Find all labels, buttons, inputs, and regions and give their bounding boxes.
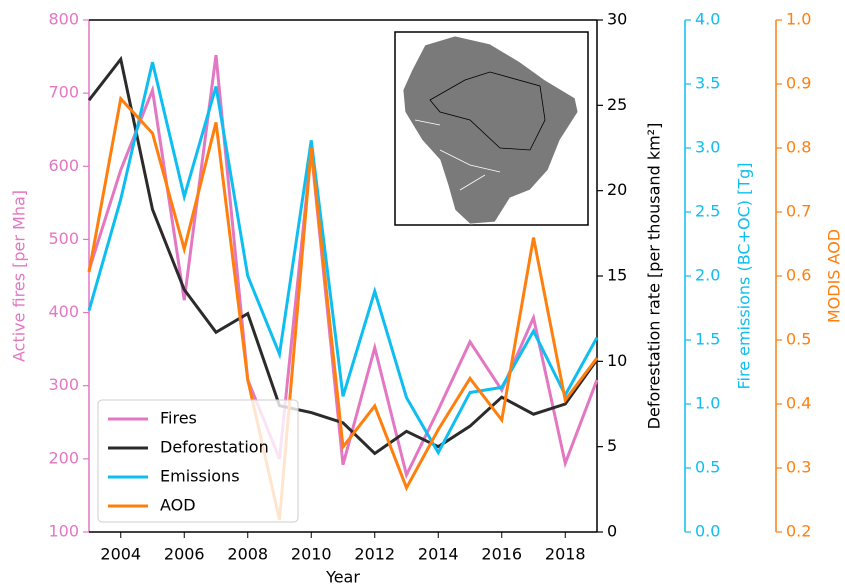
y-tick-label: 100 — [48, 522, 79, 541]
y-tick-label: 500 — [48, 229, 79, 248]
y-tick-label: 3.0 — [695, 138, 720, 157]
y-tick-label: 800 — [48, 10, 79, 29]
y-tick-label: 400 — [48, 302, 79, 321]
y-tick-label: 3.5 — [695, 74, 720, 93]
x-tick-label: 2004 — [100, 545, 141, 564]
y-tick-label: 1.0 — [786, 10, 811, 29]
series-line — [87, 95, 599, 521]
x-tick-label: 2016 — [481, 545, 522, 564]
y-tick-label: 300 — [48, 375, 79, 394]
y-tick-label: 0 — [607, 522, 617, 541]
y-tick-label: 600 — [48, 156, 79, 175]
y-tick-label: 30 — [607, 10, 627, 29]
x-tick-label: 2010 — [291, 545, 332, 564]
y-tick-label: 20 — [607, 180, 627, 199]
y-tick-label: 0.8 — [786, 138, 811, 157]
y-tick-label: 2.0 — [695, 266, 720, 285]
legend-label: AOD — [160, 496, 196, 515]
y-tick-label: 0.3 — [786, 458, 811, 477]
series-line — [87, 61, 599, 456]
y-tick-label: 2.5 — [695, 202, 720, 221]
y-tick-label: 0.5 — [695, 458, 720, 477]
axis-label: Active fires [per Mha] — [10, 190, 29, 362]
legend-label: Fires — [160, 409, 197, 428]
series-line — [87, 55, 599, 456]
x-tick-label: 2018 — [545, 545, 586, 564]
y-tick-label: 1.5 — [695, 330, 720, 349]
y-tick-label: 200 — [48, 448, 79, 467]
y-tick-label: 1.0 — [695, 394, 720, 413]
map-inset — [394, 31, 589, 226]
y-tick-label: 0.2 — [786, 522, 811, 541]
y-tick-label: 0.9 — [786, 74, 811, 93]
y-tick-label: 10 — [607, 351, 627, 370]
y-tick-label: 0.0 — [695, 522, 720, 541]
axis-label: Fire emissions (BC+OC) [Tg] — [735, 162, 754, 389]
axis-label: MODIS AOD — [825, 229, 844, 323]
x-tick-label: 2014 — [418, 545, 459, 564]
y-tick-label: 5 — [607, 436, 617, 455]
legend-label: Emissions — [160, 467, 240, 486]
legend-label: Deforestation — [160, 438, 269, 457]
y-tick-label: 4.0 — [695, 10, 720, 29]
axis-label: Deforestation rate [per thousand km²] — [645, 123, 664, 430]
y-tick-label: 25 — [607, 95, 627, 114]
y-tick-label: 0.6 — [786, 266, 811, 285]
x-tick-label: 2006 — [164, 545, 205, 564]
y-tick-label: 700 — [48, 83, 79, 102]
legend-box — [97, 399, 299, 523]
x-axis-label: Year — [325, 568, 360, 587]
x-tick-label: 2008 — [227, 545, 268, 564]
y-tick-label: 15 — [607, 266, 627, 285]
y-tick-label: 0.5 — [786, 330, 811, 349]
y-tick-label: 0.7 — [786, 202, 811, 221]
y-tick-label: 0.4 — [786, 394, 811, 413]
x-tick-label: 2012 — [354, 545, 395, 564]
